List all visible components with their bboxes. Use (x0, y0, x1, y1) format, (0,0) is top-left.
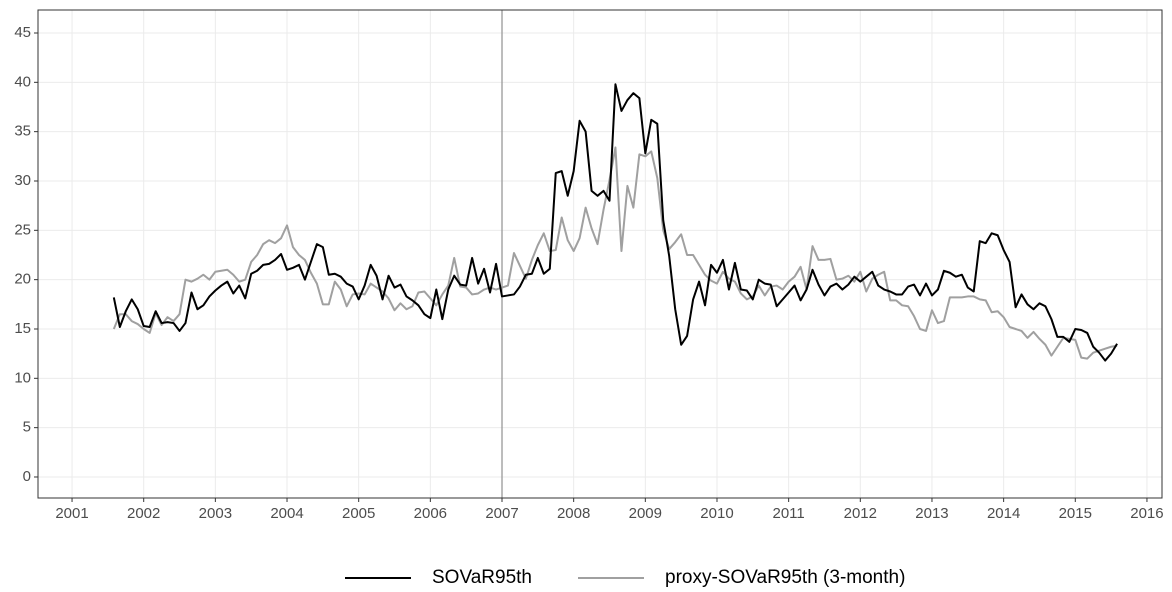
x-tick-label: 2010 (700, 505, 733, 522)
x-tick-label: 2012 (844, 505, 877, 522)
x-tick-label: 2007 (485, 505, 518, 522)
y-tick-label: 15 (14, 320, 31, 337)
x-tick-label: 2003 (199, 505, 232, 522)
x-tick-label: 2001 (55, 505, 88, 522)
x-tick-label: 2011 (773, 505, 805, 522)
x-tick-label: 2004 (270, 505, 303, 522)
x-tick-label: 2014 (987, 505, 1020, 522)
legend-label: proxy-SOVaR95th (3-month) (665, 567, 905, 588)
x-tick-label: 2005 (342, 505, 375, 522)
y-tick-label: 20 (14, 271, 31, 288)
series-line (112, 146, 1118, 360)
x-tick-label: 2009 (629, 505, 662, 522)
y-tick-label: 30 (14, 172, 31, 189)
x-tick-label: 2016 (1130, 505, 1163, 522)
y-tick-label: 40 (14, 73, 31, 90)
y-tick-label: 45 (14, 24, 31, 41)
y-tick-label: 0 (23, 468, 31, 485)
y-tick-label: 10 (14, 369, 31, 386)
y-tick-label: 35 (14, 123, 31, 140)
y-tick-label: 25 (14, 221, 31, 238)
x-tick-label: 2008 (557, 505, 590, 522)
panel-border (37, 9, 1163, 499)
x-tick-label: 2015 (1059, 505, 1092, 522)
x-tick-label: 2006 (414, 505, 447, 522)
x-tick-label: 2002 (127, 505, 160, 522)
series-line (112, 83, 1118, 362)
legend-label: SOVaR95th (432, 567, 532, 588)
y-tick-label: 5 (23, 419, 31, 436)
x-tick-label: 2013 (915, 505, 948, 522)
